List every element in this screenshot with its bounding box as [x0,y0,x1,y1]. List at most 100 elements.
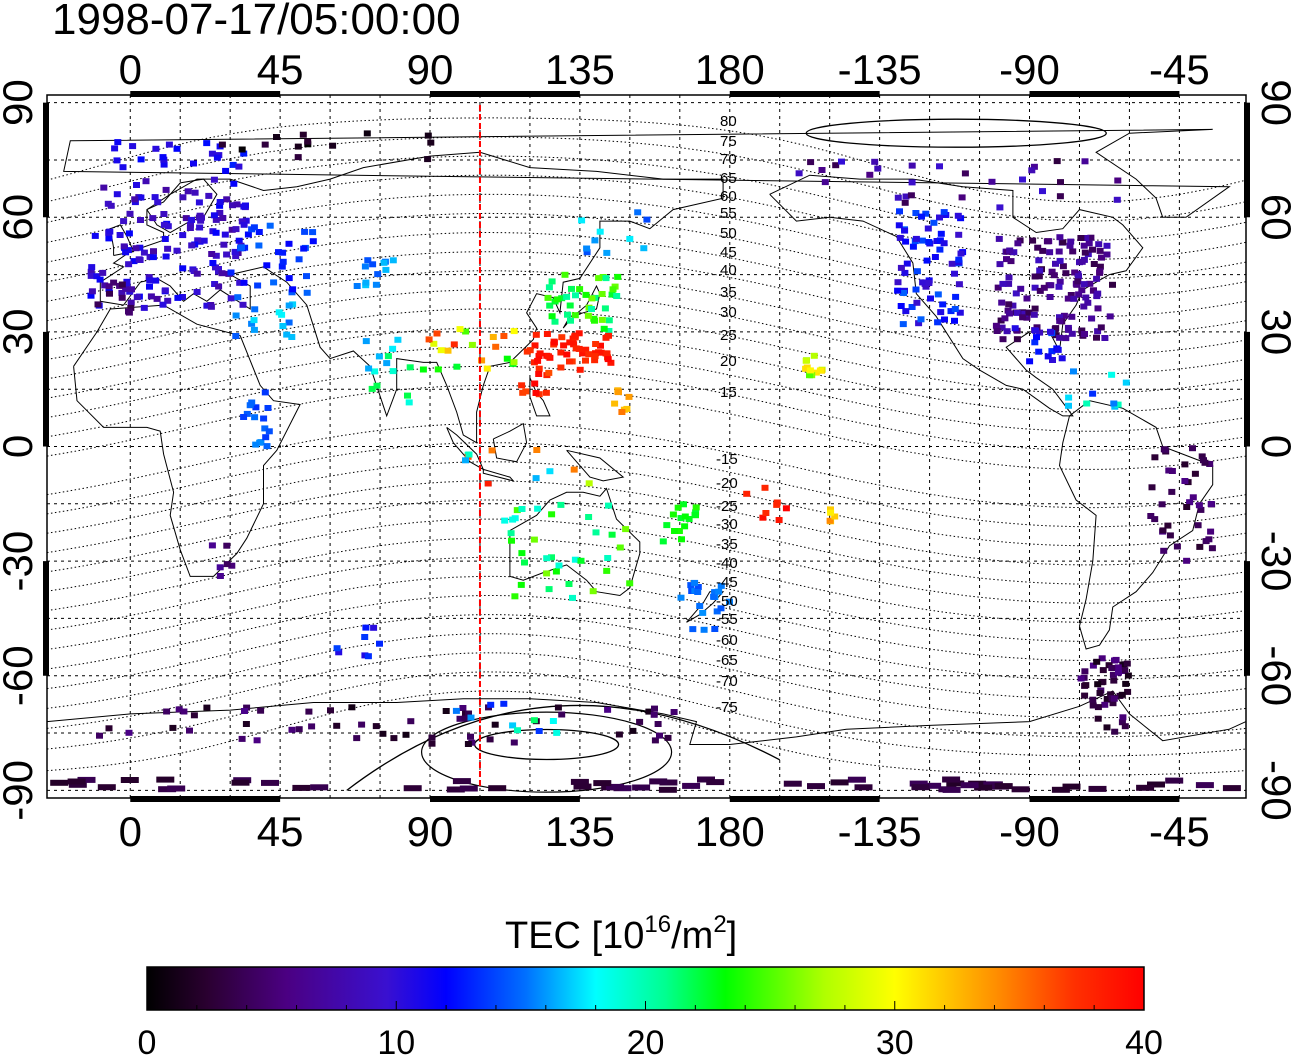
tec-point [105,283,113,290]
tec-point [940,209,948,216]
tec-point [488,447,496,454]
tec-point [1103,724,1111,731]
tec-point [993,328,1001,334]
tec-point [604,555,612,561]
tec-point [244,231,252,238]
tec-point [1011,786,1030,793]
tec-point [1056,314,1063,321]
tec-point [603,567,611,574]
tec-point [923,782,942,789]
tec-point [507,530,515,537]
tec-point [896,234,904,241]
tec-point [1051,786,1070,793]
tec-point [193,270,201,277]
tec-point [353,283,361,289]
colorbar-ticks: 0 10 20 30 40 [138,1001,1163,1057]
tec-point [159,301,167,308]
tec-point [958,194,966,201]
tec-point [656,732,663,739]
tec-point [160,161,168,168]
tec-point [250,326,258,333]
tec-point [604,706,612,713]
tec-point [88,288,96,295]
tec-point [179,294,186,300]
tec-point [1025,309,1033,316]
tec-point [200,237,208,244]
tec-point [677,515,685,522]
tec-point [364,257,372,264]
tec-point [406,364,414,371]
tec-point [163,708,171,715]
tec-point [1003,256,1010,263]
tec-point [543,331,551,337]
longitude-label: 135 [545,808,615,855]
contour-label: 55 [720,205,737,222]
tec-point [1056,234,1064,241]
tec-point [618,409,626,415]
tec-point [1181,478,1189,484]
tec-point [389,368,397,375]
tec-point [380,259,388,266]
tec-point [917,316,925,323]
tec-point [465,710,472,717]
tec-point [240,279,248,286]
frame-bar-bottom [729,796,880,802]
tec-point [158,786,177,793]
coastline [109,224,135,256]
tec-point [557,364,565,371]
tec-point [1012,290,1020,297]
tec-point [1093,334,1100,341]
tec-point [526,347,534,354]
tec-point [500,333,508,339]
tec-point [589,588,597,595]
tec-point [161,287,169,294]
tec-point [582,346,590,353]
tec-point [67,778,86,785]
tec-point [592,529,600,536]
tec-point [942,776,961,783]
contour-line [46,461,1247,547]
tec-point [1121,723,1129,730]
tec-point [229,161,237,168]
tec-point [605,332,612,339]
tec-point [379,730,387,737]
tec-point [292,784,311,791]
tec-point [1084,299,1092,306]
tec-point [1089,390,1097,397]
tec-point [1056,278,1064,285]
tec-point [234,294,242,301]
tec-point [105,235,113,242]
tec-point [1103,242,1111,249]
tec-point [681,523,689,530]
tec-point [830,779,849,786]
tec-point [1053,158,1061,165]
latitude-label: -30 [0,531,41,592]
tec-point [309,238,317,245]
tec-point [543,570,551,577]
tec-point [960,782,979,789]
tec-point [571,556,579,563]
contour-line [46,212,1247,298]
tec-point [118,281,126,288]
contour-label: 40 [720,262,737,279]
tec-point [375,353,383,360]
tec-point [1173,543,1181,550]
tec-point [783,780,802,787]
tec-point [120,218,128,225]
tec-point [100,184,108,191]
tec-point [566,339,574,346]
tec-point [1191,470,1199,477]
tec-point [1060,312,1068,319]
tec-point [608,531,616,538]
tec-point [327,707,334,714]
tec-point [923,257,931,264]
tec-point [902,238,910,245]
tec-point [1094,681,1102,688]
tec-point [551,318,559,325]
tec-point [591,353,599,360]
frame-bar-right [1244,331,1250,447]
tec-point [125,729,133,736]
tec-point [240,203,248,210]
tec-point [228,226,236,233]
tec-point [759,514,767,521]
